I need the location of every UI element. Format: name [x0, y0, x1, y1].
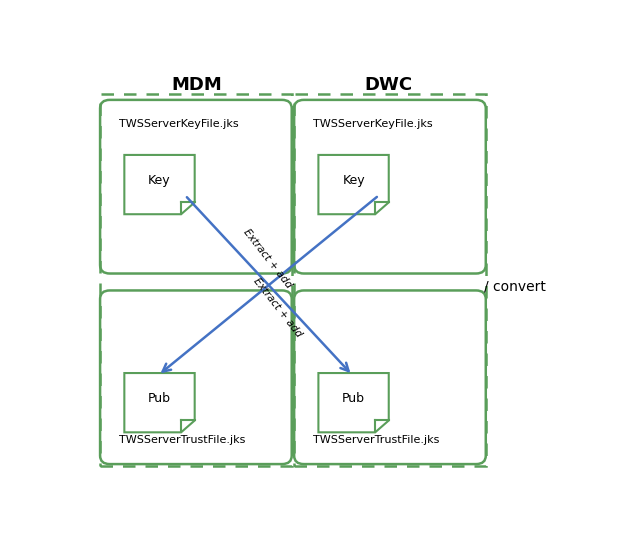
PathPatch shape [319, 155, 389, 214]
Text: TWSServerKeyFile.jks: TWSServerKeyFile.jks [312, 119, 432, 129]
Text: DWC: DWC [365, 76, 413, 94]
Text: TWSServerTrustFile.jks: TWSServerTrustFile.jks [118, 435, 245, 445]
PathPatch shape [319, 373, 389, 432]
Text: Pub: Pub [342, 392, 365, 405]
Text: Key: Key [148, 174, 171, 187]
Text: Extract + add: Extract + add [251, 276, 304, 339]
Text: TWSServerKeyFile.jks: TWSServerKeyFile.jks [118, 119, 238, 129]
PathPatch shape [125, 373, 195, 432]
Text: Key: Key [342, 174, 365, 187]
PathPatch shape [125, 155, 195, 214]
Text: Extract + add: Extract + add [241, 227, 294, 290]
Text: Pub: Pub [148, 392, 171, 405]
Text: TWSServerTrustFile.jks: TWSServerTrustFile.jks [312, 435, 439, 445]
Text: / convert: / convert [484, 279, 546, 293]
Text: MDM: MDM [172, 76, 222, 94]
